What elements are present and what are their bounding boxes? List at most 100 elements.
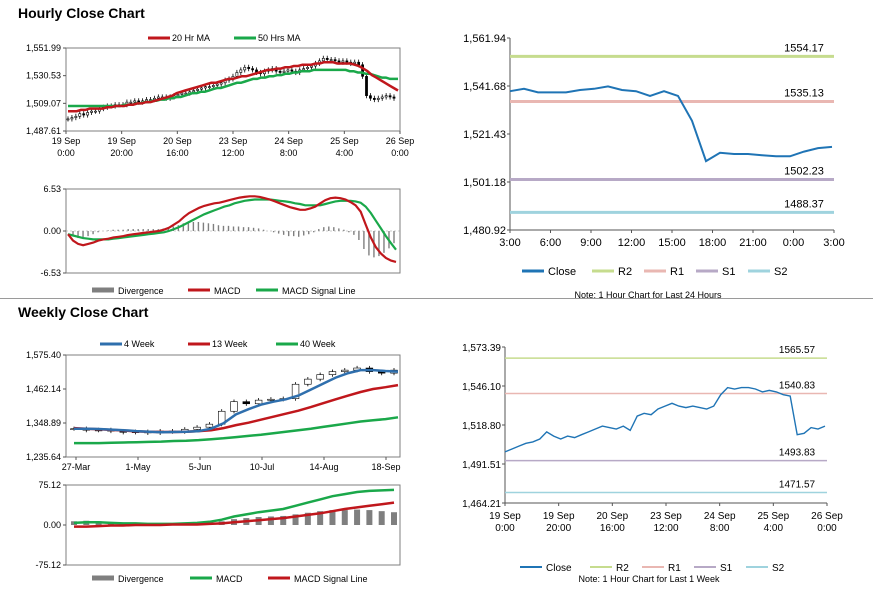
hourly-title: Hourly Close Chart [18, 5, 145, 21]
hourly-price-plot-frame [65, 47, 401, 132]
weekly-price-ytick-label: 1,348.89 [26, 418, 61, 428]
hourly-levels-close-line [509, 85, 833, 163]
hourly-price-candle-body [82, 113, 86, 116]
weekly-macd-signal-line [74, 501, 395, 528]
weekly-levels-xtick-label: 19 Sep 0:00 [489, 511, 521, 534]
weekly-macd-divergence-bar [378, 511, 385, 525]
weekly-levels-close-line [504, 386, 826, 453]
weekly-macd-divergence-bar [71, 521, 77, 525]
hourly-price-candle-body [200, 87, 203, 90]
hourly-price-candle-body [94, 110, 97, 113]
hourly-price-legend-label: 20 Hr MA [172, 33, 210, 43]
weekly-levels-note: Note: 1 Hour Chart for Last 1 Week [579, 574, 720, 584]
weekly-macd-ytick-label: 75.12 [38, 480, 61, 490]
hourly-price-candle-body [243, 67, 247, 71]
hourly-price-xtick-label: 20 Sep 16:00 [163, 136, 192, 158]
weekly-levels-level-s2-label: 1471.57 [779, 479, 816, 490]
weekly-levels-ytick-label: 1,518.80 [462, 421, 501, 432]
hourly-price-candle-body [145, 99, 148, 102]
hourly-levels-xtick-label: 0:00 [783, 237, 804, 249]
hourly-price-candle-body [337, 60, 341, 63]
hourly-price-candle-body [388, 95, 392, 98]
hourly-macd-line [67, 195, 397, 263]
weekly-price-legend-label: 4 Week [124, 339, 155, 349]
hourly-price-ytick-label: 1,530.53 [26, 71, 61, 81]
weekly-levels-legend-label: S2 [772, 563, 785, 574]
hourly-price-candle-body [357, 61, 361, 66]
hourly-price-candle-body [290, 69, 294, 72]
weekly-levels-xtick-label: 23 Sep 12:00 [650, 511, 682, 534]
weekly-macd-ytick-label: -75.12 [35, 560, 61, 570]
hourly-levels-legend-label: R1 [670, 266, 684, 278]
weekly-macd-line [73, 488, 395, 526]
hourly-levels-ytick-label: 1,561.94 [463, 33, 506, 45]
weekly-price-ytick-label: 1,462.14 [26, 384, 61, 394]
hourly-price-xtick-label: 19 Sep 0:00 [52, 136, 81, 158]
hourly-price-candle-body [372, 97, 376, 100]
hourly-levels-xtick-label: 15:00 [658, 237, 686, 249]
weekly-levels-xtick-label: 20 Sep 16:00 [596, 511, 628, 534]
hourly-price-candle-body [380, 96, 384, 99]
hourly-macd-ytick-label: 0.00 [43, 226, 61, 236]
weekly-price-candle-body [328, 371, 337, 375]
weekly-macd-divergence-bar [329, 510, 336, 525]
weekly-price-legend-label: 13 Week [212, 339, 248, 349]
hourly-price-candle-body [369, 95, 372, 99]
hourly-price-candle-body [235, 72, 239, 77]
hourly-price-candle-body [321, 58, 325, 62]
hourly-price-candle-body [329, 59, 333, 61]
weekly-price-candle-body [254, 399, 263, 405]
hourly-price-candle-body [365, 76, 368, 96]
hourly-price-candle-body [86, 112, 90, 116]
weekly-price-candle-body [230, 401, 238, 412]
weekly-levels-legend-label: S1 [720, 563, 733, 574]
hourly-price-candle-body [392, 96, 396, 99]
weekly-levels-legend-label: Close [546, 563, 572, 574]
weekly-price-legend-label: 40 Week [300, 339, 336, 349]
weekly-40week-ma-line [74, 416, 399, 445]
weekly-price-ytick-label: 1,235.64 [26, 452, 61, 462]
hourly-price-candle-body [302, 68, 306, 71]
hourly-price-candle-body [278, 70, 282, 73]
hourly-price-candle-body [156, 96, 160, 99]
hourly-price-candle-body [208, 86, 211, 88]
hourly-levels-level-s1-label: 1502.23 [784, 165, 824, 177]
weekly-macd-legend-label: Divergence [118, 574, 164, 584]
hourly-price-candle-body [176, 94, 180, 96]
weekly-price-ytick-label: 1,575.40 [26, 350, 61, 360]
weekly-levels-level-r2-label: 1565.57 [779, 345, 816, 356]
hourly-price-candle-body [282, 70, 286, 73]
hourly-levels-ytick-label: 1,541.68 [463, 81, 506, 93]
hourly-levels-level-r1-label: 1535.13 [784, 88, 824, 100]
hourly-price-xtick-label: 25 Sep 4:00 [330, 136, 359, 158]
hourly-price-candle-body [325, 58, 329, 60]
weekly-price-candle-body [205, 423, 214, 428]
hourly-macd-legend-label: MACD [214, 286, 241, 296]
hourly-price-candle-body [286, 69, 290, 72]
weekly-price-candle-body [242, 401, 250, 405]
weekly-title: Weekly Close Chart [18, 304, 149, 320]
weekly-price-xtick-label: 5-Jun [189, 462, 212, 472]
hourly-macd-signal-line [67, 198, 397, 251]
weekly-levels-ytick-label: 1,546.10 [462, 382, 501, 393]
hourly-price-xtick-label: 23 Sep 12:00 [219, 136, 248, 158]
weekly-macd-legend-label: MACD Signal Line [294, 574, 368, 584]
hourly-macd-legend-label: Divergence [118, 286, 164, 296]
weekly-levels-ytick-label: 1,573.39 [462, 343, 501, 354]
weekly-price-candle-body [341, 369, 349, 372]
weekly-price-xtick-label: 18-Sep [371, 462, 400, 472]
hourly-price-ytick-label: 1,509.07 [26, 98, 61, 108]
hourly-levels-legend-label: R2 [618, 266, 632, 278]
weekly-macd-divergence-bar [292, 514, 299, 525]
hourly-levels-ytick-label: 1,521.43 [463, 129, 506, 141]
hourly-price-candle-body [204, 86, 207, 89]
weekly-price-xtick-label: 14-Aug [309, 462, 338, 472]
hourly-price-candle-body [247, 67, 251, 69]
hourly-price-candle-body [129, 101, 133, 104]
weekly-macd-divergence-bar [391, 512, 397, 525]
hourly-price-candle-body [310, 65, 313, 68]
hourly-price-candle-body [333, 59, 337, 62]
hourly-macd-legend-label: MACD Signal Line [282, 286, 356, 296]
weekly-macd-legend-label: MACD [216, 574, 243, 584]
hourly-price-xtick-label: 24 Sep 8:00 [274, 136, 303, 158]
